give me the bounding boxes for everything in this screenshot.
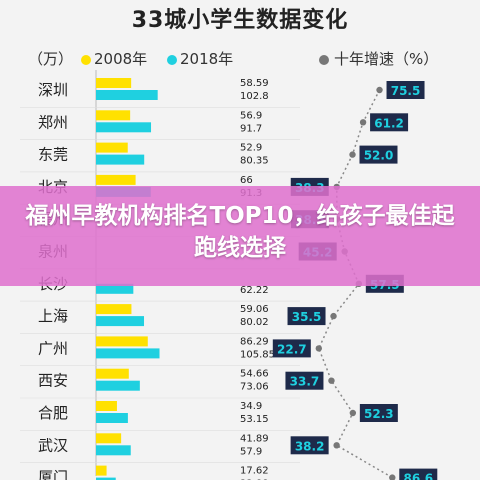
value-label-2008: 41.89 [240, 433, 269, 444]
legend-2008-marker [81, 55, 91, 65]
value-label-2008: 59.06 [240, 304, 269, 315]
bar-2018 [96, 445, 131, 456]
value-label-2018: 102.8 [240, 91, 269, 102]
growth-label: 35.5 [292, 310, 322, 324]
value-label-2018: 53.15 [240, 414, 269, 425]
value-label-2008: 34.9 [240, 401, 262, 412]
growth-label: 22.7 [277, 342, 307, 356]
bar-2018 [96, 154, 145, 165]
bar-2008 [96, 433, 122, 444]
legend-2018-marker [167, 55, 177, 65]
value-label-2008: 66 [240, 175, 253, 186]
value-label-2018: 80.02 [240, 317, 269, 328]
growth-point [349, 151, 356, 158]
growth-point [359, 119, 367, 126]
value-label-2018: 91.7 [240, 123, 262, 134]
growth-label: 86.6 [403, 472, 433, 480]
category-label: 东莞 [38, 146, 68, 164]
bar-2018 [96, 283, 134, 294]
bar-2018 [96, 348, 160, 359]
legend-2008: 2008年 [94, 50, 148, 68]
growth-label-box [359, 145, 398, 164]
value-label-2018: 73.06 [240, 382, 269, 393]
category-label: 郑州 [38, 113, 68, 131]
growth-point [349, 409, 357, 417]
value-label-2008: 86.29 [240, 336, 269, 347]
bar-2018 [96, 380, 140, 391]
growth-point [328, 377, 335, 384]
bar-2018 [96, 90, 158, 100]
category-label: 西安 [38, 372, 68, 390]
category-label: 上海 [38, 307, 68, 325]
growth-point [389, 474, 396, 480]
value-label-2008: 17.62 [240, 466, 269, 477]
bar-2018 [96, 477, 116, 480]
growth-label: 61.2 [374, 116, 404, 130]
category-label: 深圳 [38, 81, 68, 99]
bar-2018 [96, 316, 145, 327]
growth-point [376, 86, 383, 94]
category-label: 武汉 [38, 436, 68, 454]
bar-2008 [96, 174, 136, 185]
growth-point [315, 345, 323, 352]
growth-point [333, 442, 340, 449]
overlay-banner-text: 福州早教机构排名TOP10，给孩子最佳起跑线选择 [25, 203, 455, 261]
growth-label: 38.2 [295, 439, 325, 453]
growth-label: 52.3 [364, 407, 394, 421]
growth-label: 52.0 [364, 149, 394, 163]
growth-label-box [290, 436, 329, 455]
growth-label-box [359, 404, 398, 422]
category-label: 厦门 [38, 469, 68, 480]
bar-2008 [96, 401, 117, 411]
growth-label-box [287, 307, 326, 326]
growth-label: 33.7 [290, 375, 320, 389]
bar-2008 [96, 78, 132, 88]
category-label: 广州 [38, 339, 68, 357]
value-label-2018: 62.22 [240, 285, 269, 296]
bar-2008 [96, 142, 128, 153]
chart-title: 33城小学生数据变化 [131, 8, 349, 33]
value-label-2008: 54.66 [240, 369, 269, 380]
value-label-2018: 57.9 [240, 446, 262, 457]
category-label: 合肥 [38, 404, 68, 422]
value-label-2008: 56.9 [240, 110, 262, 121]
bar-2008 [96, 336, 148, 347]
value-label-2008: 52.9 [240, 143, 262, 154]
legend-2018: 2018年 [180, 50, 234, 68]
bar-2008 [96, 110, 131, 121]
value-label-2018: 80.35 [240, 156, 269, 167]
bar-2008 [96, 368, 129, 379]
growth-point [330, 312, 337, 320]
growth-label-box [370, 113, 409, 132]
growth-label-box [399, 468, 438, 480]
bar-2008 [96, 304, 132, 315]
value-label-2008: 58.59 [240, 78, 269, 89]
bar-2018 [96, 122, 152, 133]
value-label-2018: 32.88 [240, 479, 269, 480]
growth-label-box [386, 81, 425, 99]
bar-2018 [96, 413, 128, 423]
growth-label-box [285, 371, 324, 390]
legend-growth: 十年增速（%） [334, 50, 439, 68]
bar-2008 [96, 465, 107, 476]
value-label-2018: 105.85 [240, 349, 275, 360]
unit-label: （万） [28, 50, 74, 68]
growth-label-box [272, 339, 311, 358]
overlay-banner [0, 186, 480, 286]
growth-label: 75.5 [391, 84, 421, 98]
legend-growth-marker [319, 55, 329, 65]
